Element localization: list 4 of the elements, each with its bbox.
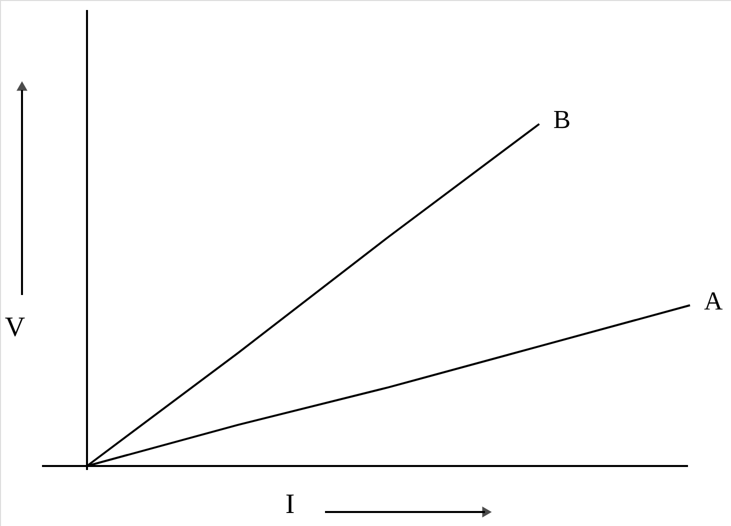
series-label: B: [553, 105, 571, 134]
y-axis-title: V: [4, 312, 26, 343]
series-label: A: [704, 286, 723, 316]
x-axis-title: I: [285, 489, 295, 520]
